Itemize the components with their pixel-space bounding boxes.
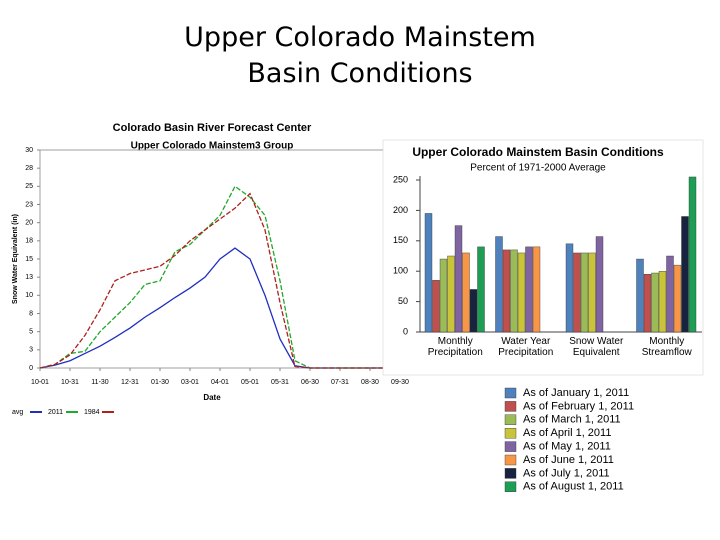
bar [651, 272, 659, 333]
bar [495, 236, 503, 333]
slide-title: Basin Conditions [247, 58, 473, 89]
y-tick-label: 200 [393, 205, 408, 215]
legend-label: avg [12, 409, 23, 416]
bar [666, 255, 674, 333]
legend-label: As of April 1, 2011 [523, 427, 611, 439]
legend-label: As of July 1, 2011 [523, 467, 610, 479]
x-tick-label: 10-31 [61, 379, 79, 386]
y-tick-label: 18 [25, 238, 33, 245]
x-tick-label: Monthly Precipitation [427, 336, 483, 358]
y-tick-label: 30 [25, 147, 33, 154]
x-tick-label: 11-30 [91, 379, 108, 386]
y-tick-label: 50 [398, 296, 408, 306]
x-tick-label: 01-30 [151, 379, 169, 386]
y-tick-label: 20 [25, 220, 33, 227]
y-tick-label: 15 [25, 256, 33, 263]
legend-label: As of June 1, 2011 [523, 454, 614, 466]
y-tick-label: 8 [29, 310, 33, 317]
y-tick-label: 10 [25, 292, 33, 299]
chart-subtitle: Upper Colorado Mainstem3 Group [131, 141, 294, 152]
x-tick-label: 10-01 [31, 379, 49, 386]
chart-title: Upper Colorado Mainstem Basin Conditions [412, 145, 664, 159]
legend-swatch [504, 401, 517, 412]
x-tick-label: Water Year Precipitation [498, 336, 554, 358]
x-tick-label: 05-31 [271, 379, 289, 386]
bar [462, 252, 470, 333]
legend-swatch [504, 387, 517, 399]
bar [580, 252, 589, 333]
bar [643, 274, 652, 333]
chart-subtitle: Percent of 1971-2000 Average [470, 163, 606, 174]
y-tick-label: 100 [393, 266, 408, 276]
bar [595, 236, 604, 333]
y-tick-label: 0 [29, 365, 33, 372]
y-tick-label: 28 [25, 165, 33, 172]
x-axis-label: Date [203, 393, 221, 402]
legend-label: 1984 [84, 409, 100, 416]
legend-label: As of March 1, 2011 [523, 414, 621, 426]
y-tick-label: 25 [25, 183, 33, 190]
data-line [39, 247, 400, 369]
y-tick-label: 150 [393, 235, 408, 245]
x-tick-label: 05-01 [241, 379, 259, 386]
legend-swatch [504, 481, 517, 492]
x-tick-label: 03-01 [181, 379, 199, 386]
y-tick-label: 250 [393, 174, 408, 184]
legend-swatch [504, 428, 517, 439]
y-tick-label: 13 [25, 274, 33, 281]
bar [588, 252, 596, 333]
bar [565, 243, 574, 333]
bar [673, 264, 682, 333]
legend-label: As of August 1, 2011 [523, 481, 624, 493]
bar [447, 255, 455, 333]
bar [510, 249, 518, 333]
data-line [39, 185, 400, 369]
bar [454, 225, 463, 333]
bar [658, 271, 667, 333]
bar [636, 258, 644, 333]
bar [477, 246, 485, 333]
legend-label: 2011 [48, 409, 63, 416]
chart-title: Colorado Basin River Forecast Center [113, 122, 312, 134]
legend-swatch [504, 468, 517, 479]
x-tick-label: Monthly Streamflow [641, 336, 692, 358]
bar [502, 249, 511, 333]
bar [688, 176, 697, 333]
x-tick-label: 07-31 [331, 379, 349, 386]
y-tick-label: 0 [403, 326, 408, 336]
x-tick-label: 06-30 [301, 379, 319, 386]
bar [681, 216, 689, 333]
y-tick-label: 5 [29, 329, 33, 336]
legend-swatch [504, 441, 517, 452]
y-tick-label: 23 [25, 201, 33, 208]
x-tick-label: Snow Water Equivalent [569, 336, 624, 358]
legend-label: As of May 1, 2011 [523, 441, 611, 453]
x-tick-label: 04-01 [211, 379, 229, 386]
bar [424, 213, 433, 333]
legend-swatch [504, 454, 517, 466]
data-line [39, 192, 400, 369]
legend-swatch [504, 414, 517, 425]
bar [573, 252, 581, 333]
legend-label: As of January 1, 2011 [523, 387, 629, 399]
bar [439, 258, 448, 333]
y-axis-label: Snow Water Equivalent (in) [12, 214, 19, 304]
slide-title: Upper Colorado Mainstem [184, 22, 536, 53]
bar [432, 280, 440, 333]
x-tick-label: 09-30 [391, 379, 409, 386]
x-tick-label: 12-31 [121, 379, 139, 386]
legend-label: As of February 1, 2011 [523, 400, 634, 412]
bar [525, 246, 533, 333]
y-tick-label: 3 [29, 347, 33, 354]
bar [469, 289, 478, 333]
bar [532, 246, 541, 333]
x-tick-label: 08-30 [361, 379, 379, 386]
chart-background [382, 139, 704, 376]
bar [517, 252, 526, 333]
